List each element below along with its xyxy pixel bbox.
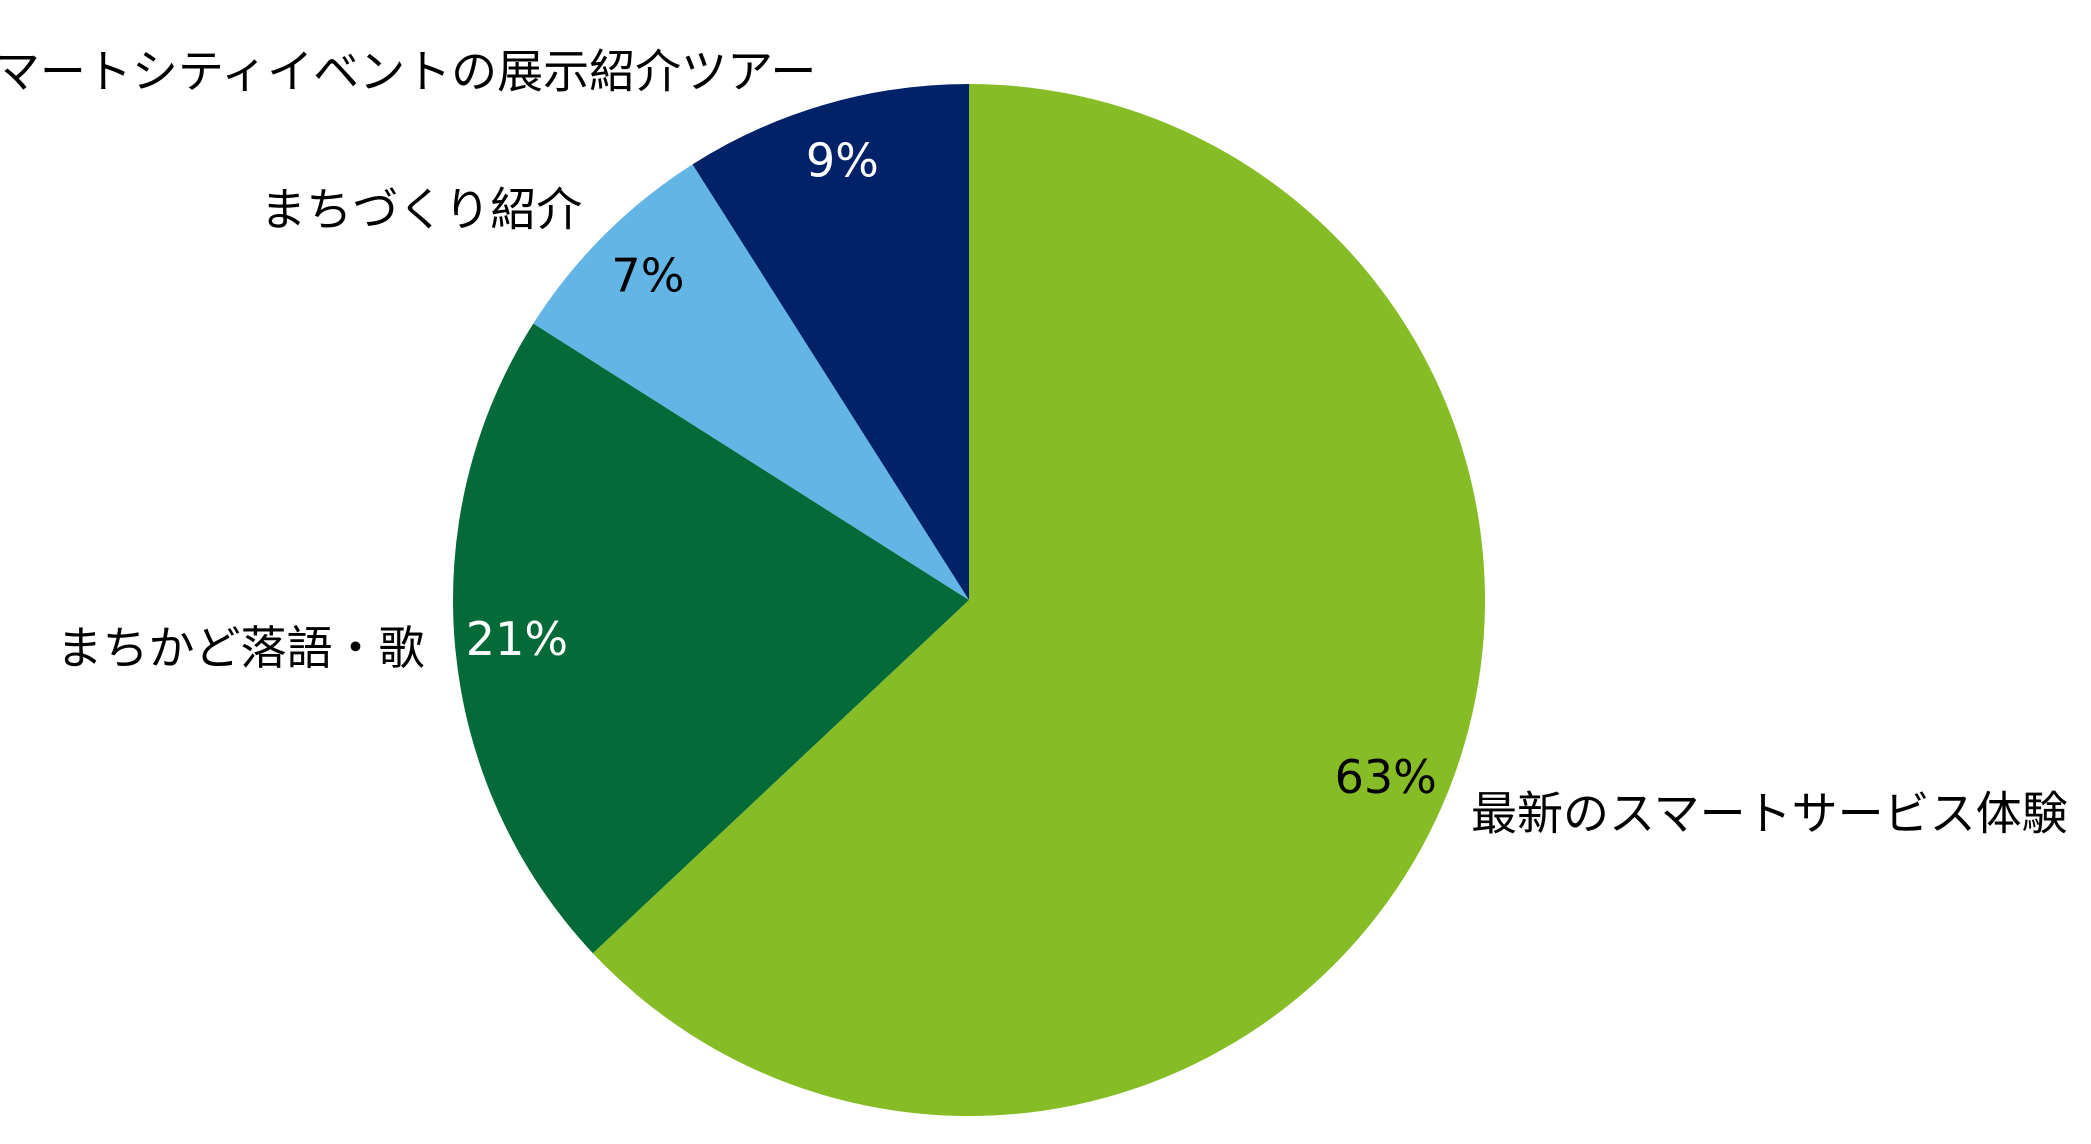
pie-slice (533, 164, 969, 601)
category-label: まちづくり紹介 (260, 183, 582, 237)
value-label: 21% (466, 612, 568, 666)
value-label: 9% (806, 133, 879, 187)
value-label: 7% (611, 248, 684, 302)
value-label: 63% (1335, 750, 1437, 804)
category-label: まちかど落語・歌 (56, 621, 424, 675)
category-label: スマートシティイベントの展示紹介ツアー (0, 44, 816, 98)
pie-slice (452, 323, 969, 954)
pie-slice (592, 84, 1485, 1116)
pie-slice (692, 84, 969, 600)
category-label: 最新のスマートサービス体験 (1471, 787, 2068, 841)
